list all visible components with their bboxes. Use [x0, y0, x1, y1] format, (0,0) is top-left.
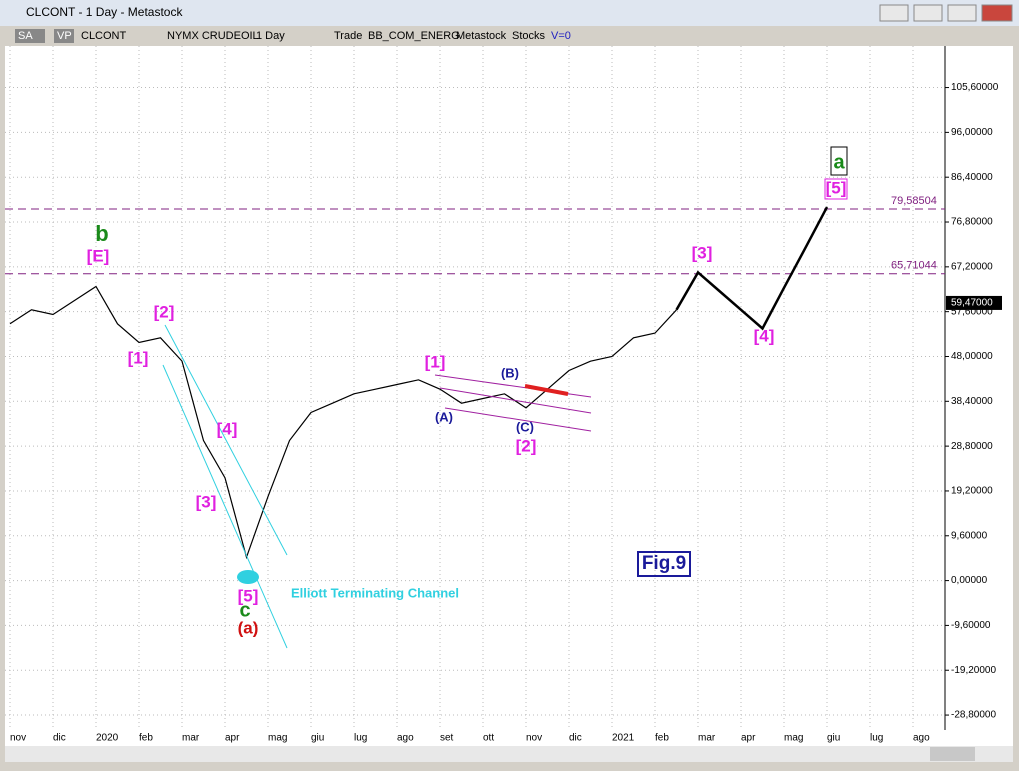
terminating-channel	[162, 324, 288, 649]
wave-label: (a)	[238, 618, 259, 637]
plot-area	[5, 46, 945, 730]
y-tick-label: 57,60000	[951, 306, 993, 317]
y-tick-label: 0,00000	[951, 575, 988, 586]
x-tick-label: mar	[182, 733, 200, 744]
x-tick-label: giu	[827, 733, 840, 744]
price-axis	[945, 46, 1013, 730]
wave-label: (A)	[435, 409, 453, 424]
x-tick-label: lug	[870, 733, 883, 744]
x-tick-label: nov	[10, 733, 26, 744]
x-tick-label: mag	[268, 733, 287, 744]
wave-label: Fig.9	[642, 553, 686, 574]
x-tick-label: mar	[698, 733, 716, 744]
x-tick-label: ago	[397, 733, 414, 744]
wave-label: [5]	[826, 178, 847, 197]
time-axis	[5, 730, 1013, 746]
y-tick-label: -28,80000	[951, 710, 996, 721]
x-tick-label: ago	[913, 733, 930, 744]
toolbar-item: SA	[18, 30, 33, 42]
x-tick-label: giu	[311, 733, 324, 744]
box	[824, 178, 848, 200]
wave-label: [5]	[238, 586, 259, 605]
toolbar-item: Metastock	[456, 30, 507, 42]
y-tick-label: 48,00000	[951, 351, 993, 362]
y-tick-label: 105,60000	[951, 82, 999, 93]
x-tick-label: nov	[526, 733, 542, 744]
y-tick-label: 19,20000	[951, 486, 993, 497]
min-button[interactable]	[879, 4, 909, 22]
level-label: 65,71044	[891, 260, 937, 272]
wave-label: [1]	[425, 352, 446, 371]
last-price-label: 59,47000	[951, 298, 993, 309]
wave-label: a	[833, 151, 845, 173]
toolbar-item: Trade	[334, 30, 362, 42]
wave-label: (C)	[516, 419, 534, 434]
y-tick-label: 38,40000	[951, 396, 993, 407]
wave-label: [4]	[217, 419, 238, 438]
toolbar-item: VP	[57, 30, 72, 42]
toolbar-item: CLCONT	[81, 30, 127, 42]
wave-label: b	[95, 221, 108, 246]
x-tick-label: feb	[655, 733, 669, 744]
toolbar-item: Stocks	[512, 30, 546, 42]
wave-label: [3]	[196, 492, 217, 511]
last-price-box	[946, 295, 1002, 310]
wave-label: [2]	[516, 436, 537, 455]
y-tick-label: 67,20000	[951, 261, 993, 272]
wave-label: (B)	[501, 365, 519, 380]
wave-label: [4]	[754, 326, 775, 345]
box	[637, 551, 691, 577]
x-tick-label: dic	[53, 733, 66, 744]
price-line	[9, 285, 677, 560]
toolbar-item: V=0	[551, 30, 571, 42]
x-tick-label: lug	[354, 733, 367, 744]
level-label: 79,58504	[891, 195, 937, 207]
box	[830, 146, 848, 176]
x-tick-label: mag	[784, 733, 803, 744]
toolbar-button[interactable]	[15, 29, 45, 43]
close-button[interactable]	[981, 4, 1013, 22]
wave-label: [3]	[692, 243, 713, 262]
wave-label: c	[239, 599, 250, 621]
wave-label: [E]	[87, 246, 110, 265]
x-tick-label: apr	[225, 733, 240, 744]
x-tick-label: dic	[569, 733, 582, 744]
y-tick-label: -19,20000	[951, 665, 996, 676]
scrollbar[interactable]	[5, 746, 1013, 762]
window-title: CLCONT - 1 Day - Metastock	[26, 5, 183, 19]
scroll-thumb[interactable]	[930, 747, 975, 761]
max-button[interactable]	[947, 4, 977, 22]
x-tick-label: apr	[741, 733, 756, 744]
annotations: b[E][2][1][4][3][5]c(a)Elliott Terminati…	[87, 146, 848, 637]
toolbar-item: 1 Day	[256, 30, 285, 42]
plot: -28,80000 -19,20000 -9,60000 0,00000 9,60000…	[5, 46, 1002, 744]
x-tick-label: set	[440, 733, 454, 744]
toolbar-item: BB_COM_ENERG	[368, 30, 460, 42]
toolbar-item: NYMX CRUDEOIL	[167, 30, 259, 42]
y-tick-label: -9,60000	[951, 620, 991, 631]
x-tick-label: 2021	[612, 733, 635, 744]
y-tick-label: 76,80000	[951, 217, 993, 228]
y-tick-label: 9,60000	[951, 530, 988, 541]
restore-button[interactable]	[913, 4, 943, 22]
x-tick-label: 2020	[96, 733, 119, 744]
toolbar-button[interactable]	[54, 29, 74, 43]
price-line	[675, 206, 829, 331]
y-tick-label: 96,00000	[951, 127, 993, 138]
terminal-marker	[237, 570, 259, 584]
breakout-mark	[524, 384, 569, 396]
wave-label: [2]	[154, 302, 175, 321]
y-tick-label: 86,40000	[951, 172, 993, 183]
y-tick-label: 28,80000	[951, 441, 993, 452]
wave-label: Elliott Terminating Channel	[291, 585, 459, 600]
title-bar	[0, 0, 1019, 26]
x-tick-label: feb	[139, 733, 153, 744]
wave-label: [1]	[128, 348, 149, 367]
x-tick-label: ott	[483, 733, 494, 744]
